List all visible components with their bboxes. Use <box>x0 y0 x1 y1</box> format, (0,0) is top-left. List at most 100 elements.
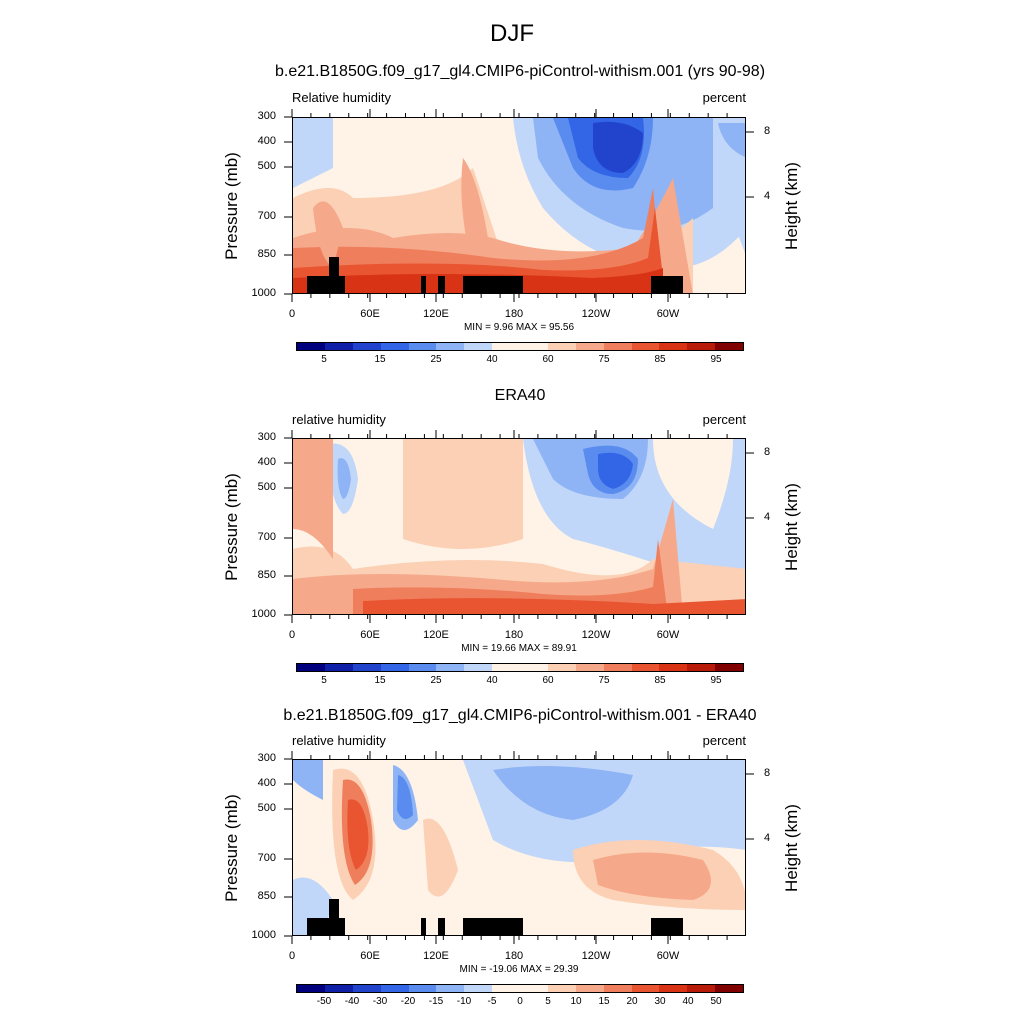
panel-1-contour-field <box>293 118 745 293</box>
panel-3-units-label: percent <box>702 733 746 748</box>
y-tick-label: 500 <box>257 481 276 493</box>
panel-1-ylabel-right: Height (km) <box>782 162 801 250</box>
contour-region <box>337 458 351 499</box>
panel-2-units-label: percent <box>702 412 746 427</box>
x-tick-label: 120E <box>423 308 449 320</box>
x-tick-label: 120E <box>423 950 449 962</box>
x-tick-label: 120E <box>423 629 449 641</box>
colorbar-label: 40 <box>486 675 498 686</box>
colorbar-swatch <box>408 985 437 992</box>
colorbar-swatch <box>715 343 743 350</box>
colorbar-swatch <box>380 985 409 992</box>
panel-1-title: b.e21.B1850G.f09_g17_gl4.CMIP6-piControl… <box>274 63 766 80</box>
panel-3-colorbar <box>296 984 744 993</box>
topography-mask <box>463 918 523 935</box>
contour-region <box>293 118 333 188</box>
y-right-tick-label: 4 <box>764 832 771 844</box>
topography-mask <box>463 276 523 293</box>
topography-mask <box>438 918 445 935</box>
colorbar-label: 75 <box>598 354 610 365</box>
colorbar-label: -50 <box>316 996 332 1007</box>
colorbar-label: 10 <box>570 996 582 1007</box>
colorbar-label: 25 <box>430 675 442 686</box>
colorbar-swatch <box>575 343 604 350</box>
colorbar-swatch <box>297 985 325 992</box>
panel-2-ylabel: Pressure (mb) <box>222 473 241 581</box>
panel-3-contour-field <box>293 760 745 935</box>
panel-1-variable-label: Relative humidity <box>292 90 391 105</box>
y-right-tick-label: 4 <box>764 511 771 523</box>
x-tick-label: 60E <box>360 629 380 641</box>
y-right-tick-label: 4 <box>764 190 771 202</box>
contour-region <box>293 439 333 559</box>
colorbar-swatch <box>687 985 716 992</box>
colorbar-swatch <box>380 664 409 671</box>
x-tick-label: 120W <box>581 950 611 962</box>
x-tick-label: 60W <box>656 950 680 962</box>
colorbar-swatch <box>436 343 465 350</box>
panel-1-units-label: percent <box>702 90 746 105</box>
colorbar-label: 60 <box>542 354 554 365</box>
y-tick-label: 1000 <box>251 287 276 299</box>
x-tick-label: 180 <box>504 308 524 320</box>
x-tick-label: 0 <box>288 629 296 641</box>
colorbar-swatch <box>492 985 520 992</box>
y-tick-label: 700 <box>257 531 276 543</box>
panel-2-variable-label: relative humidity <box>292 412 386 427</box>
panel-3-ylabel: Pressure (mb) <box>222 794 241 902</box>
contour-region <box>598 452 633 489</box>
colorbar-swatch <box>659 985 688 992</box>
y-tick-label: 1000 <box>251 929 276 941</box>
colorbar-label: 15 <box>598 996 610 1007</box>
colorbar-swatch <box>352 985 381 992</box>
colorbar-swatch <box>436 985 465 992</box>
colorbar-label: 85 <box>654 675 666 686</box>
colorbar-label: 50 <box>710 996 722 1007</box>
colorbar-swatch <box>324 985 353 992</box>
y-tick-label: 300 <box>257 752 276 764</box>
panel-2-plot <box>292 438 746 615</box>
colorbar-label: 40 <box>682 996 694 1007</box>
colorbar-label: -15 <box>428 996 444 1007</box>
panel-3-title: b.e21.B1850G.f09_g17_gl4.CMIP6-piControl… <box>283 707 757 724</box>
x-tick-label: 60E <box>360 308 380 320</box>
colorbar-swatch <box>547 343 576 350</box>
x-tick-label: 0 <box>288 950 296 962</box>
y-right-tick-label: 8 <box>764 446 771 458</box>
panel-3-stats: MIN = -19.06 MAX = 29.39 <box>459 964 579 975</box>
colorbar-label: 5 <box>321 675 327 686</box>
contour-region <box>293 208 665 293</box>
y-tick-label: 400 <box>257 456 276 468</box>
page-title: DJF <box>490 20 534 47</box>
topography-mask <box>421 276 426 293</box>
colorbar-label: 5 <box>321 354 327 365</box>
contour-region <box>363 598 745 614</box>
colorbar-swatch <box>631 664 660 671</box>
panel-3-variable-label: relative humidity <box>292 733 386 748</box>
topography-mask <box>329 899 339 935</box>
colorbar-swatch <box>575 985 604 992</box>
colorbar-swatch <box>715 664 743 671</box>
colorbar-swatch <box>464 985 493 992</box>
colorbar-swatch <box>603 343 632 350</box>
topography-mask <box>438 276 445 293</box>
colorbar-label: -40 <box>344 996 360 1007</box>
contour-region <box>313 201 343 268</box>
colorbar-label: -5 <box>487 996 497 1007</box>
contour-region <box>293 499 683 614</box>
topography-mask <box>421 918 426 935</box>
colorbar-swatch <box>324 343 353 350</box>
contour-region <box>397 775 413 819</box>
x-tick-label: 60W <box>656 629 680 641</box>
colorbar-label: 15 <box>374 354 386 365</box>
contour-region <box>461 158 488 248</box>
y-tick-label: 400 <box>257 777 276 789</box>
contour-region <box>593 121 643 173</box>
colorbar-swatch <box>352 343 381 350</box>
y-tick-label: 850 <box>257 248 276 260</box>
topography-mask <box>307 276 345 293</box>
panel-3-ylabel-right: Height (km) <box>782 804 801 892</box>
y-right-tick-label: 8 <box>764 767 771 779</box>
contour-region <box>718 123 745 158</box>
colorbar-swatch <box>575 664 604 671</box>
